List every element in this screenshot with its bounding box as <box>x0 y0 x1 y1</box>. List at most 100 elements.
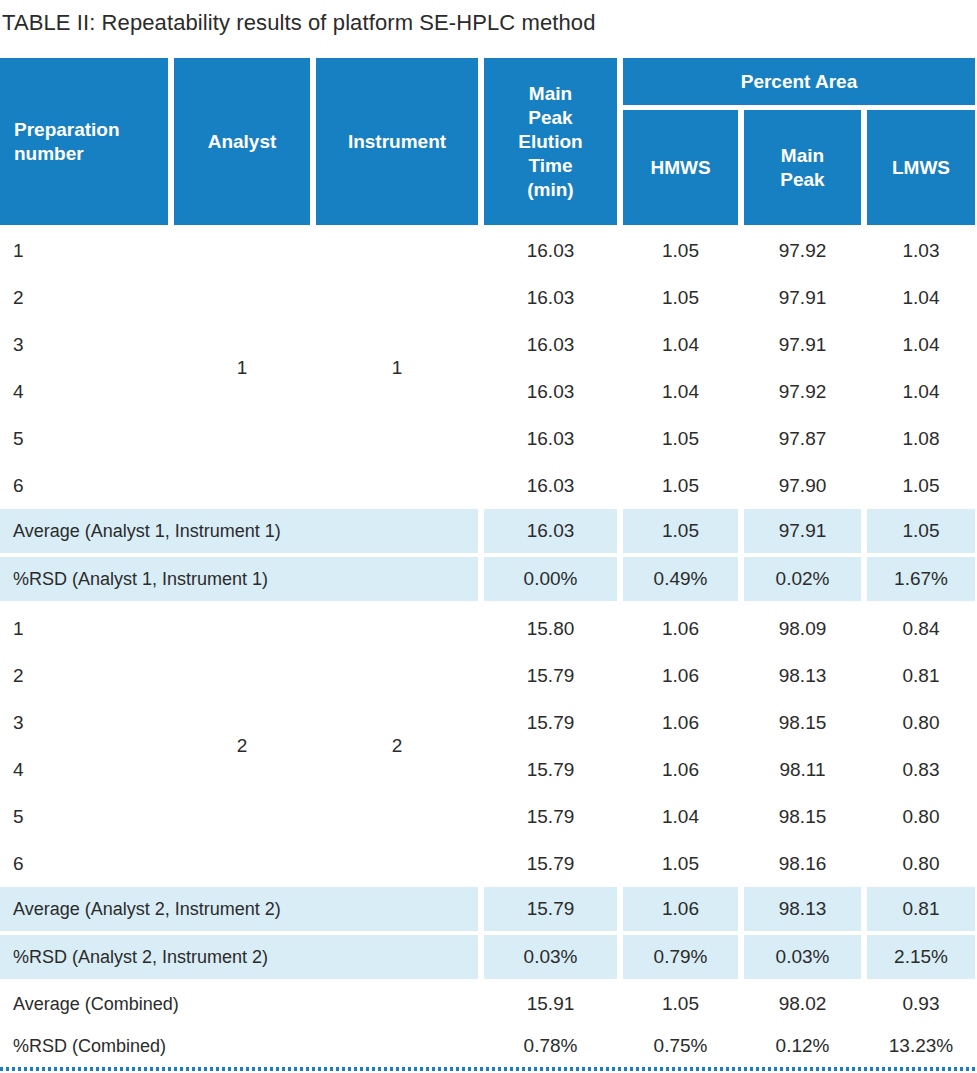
hmws-cell: 1.05 <box>623 415 738 462</box>
main_peak-cell: 97.87 <box>744 415 861 462</box>
table-title: TABLE II: Repeatability results of platf… <box>2 8 977 38</box>
main_peak-cell: 97.90 <box>744 462 861 509</box>
main_peak-cell: 0.12% <box>744 1025 861 1067</box>
header-percent-area: Percent Area <box>623 58 975 105</box>
repeatability-table: Preparation number Analyst Instrument Ma… <box>0 58 975 1067</box>
hmws-cell: 1.06 <box>623 746 738 793</box>
hmws-cell: 0.49% <box>623 557 738 601</box>
lmws-cell: 0.80 <box>867 793 975 840</box>
prep-number-cell: 5 <box>0 415 168 462</box>
table-bottom-dotted-rule <box>0 1067 975 1071</box>
elution-cell: 15.79 <box>484 652 617 699</box>
lmws-cell: 0.80 <box>867 699 975 746</box>
elution-cell: 16.03 <box>484 462 617 509</box>
prep-number-cell: 1 <box>0 227 168 274</box>
lmws-cell: 1.04 <box>867 368 975 415</box>
summary-row: Average (Analyst 2, Instrument 2)15.791.… <box>0 887 975 931</box>
hmws-cell: 1.06 <box>623 699 738 746</box>
main_peak-cell: 97.92 <box>744 368 861 415</box>
elution-cell: 0.03% <box>484 935 617 979</box>
lmws-cell: 2.15% <box>867 935 975 979</box>
prep-number-cell: 6 <box>0 840 168 887</box>
prep-number-cell: 4 <box>0 368 168 415</box>
summary-row: %RSD (Combined)0.78%0.75%0.12%13.23% <box>0 1025 975 1067</box>
main_peak-cell: 97.91 <box>744 321 861 368</box>
data-section-1: 116.031.0597.921.03216.031.0597.911.0431… <box>0 227 975 509</box>
main_peak-cell: 98.15 <box>744 793 861 840</box>
hmws-cell: 1.05 <box>623 274 738 321</box>
main_peak-cell: 98.09 <box>744 605 861 652</box>
main_peak-cell: 98.13 <box>744 887 861 931</box>
prep-number-cell: 3 <box>0 321 168 368</box>
hmws-cell: 1.05 <box>623 462 738 509</box>
elution-cell: 16.03 <box>484 415 617 462</box>
lmws-cell: 1.05 <box>867 509 975 553</box>
elution-cell: 16.03 <box>484 227 617 274</box>
main_peak-cell: 98.11 <box>744 746 861 793</box>
lmws-cell: 1.05 <box>867 462 975 509</box>
header-instrument: Instrument <box>316 58 478 225</box>
lmws-cell: 0.83 <box>867 746 975 793</box>
main_peak-cell: 97.92 <box>744 227 861 274</box>
data-section-2: 115.801.0698.090.84215.791.0698.130.8131… <box>0 605 975 887</box>
hmws-cell: 1.04 <box>623 368 738 415</box>
hmws-cell: 0.75% <box>623 1025 738 1067</box>
hmws-cell: 1.05 <box>623 840 738 887</box>
main_peak-cell: 97.91 <box>744 509 861 553</box>
hmws-cell: 1.05 <box>623 227 738 274</box>
lmws-cell: 0.84 <box>867 605 975 652</box>
elution-cell: 15.79 <box>484 746 617 793</box>
summary-row-label: Average (Combined) <box>0 983 478 1025</box>
summary-row-label: %RSD (Combined) <box>0 1025 478 1067</box>
summary-row: Average (Combined)15.911.0598.020.93 <box>0 983 975 1025</box>
lmws-cell: 0.81 <box>867 887 975 931</box>
lmws-cell: 13.23% <box>867 1025 975 1067</box>
table-header: Preparation number Analyst Instrument Ma… <box>0 58 975 225</box>
lmws-cell: 1.04 <box>867 321 975 368</box>
prep-number-cell: 4 <box>0 746 168 793</box>
instrument-span-cell: 1 <box>316 227 478 509</box>
header-main-peak-elution-time: Main Peak Elution Time (min) <box>484 58 617 225</box>
prep-number-cell: 6 <box>0 462 168 509</box>
page: TABLE II: Repeatability results of platf… <box>0 8 977 1071</box>
elution-cell: 16.03 <box>484 368 617 415</box>
prep-number-cell: 5 <box>0 793 168 840</box>
prep-number-cell: 2 <box>0 652 168 699</box>
elution-cell: 16.03 <box>484 321 617 368</box>
analyst-span-cell: 1 <box>174 227 310 509</box>
elution-cell: 0.78% <box>484 1025 617 1067</box>
hmws-cell: 1.06 <box>623 652 738 699</box>
lmws-cell: 0.80 <box>867 840 975 887</box>
elution-cell: 16.03 <box>484 509 617 553</box>
summary-row-label: Average (Analyst 2, Instrument 2) <box>0 887 478 931</box>
main_peak-cell: 98.13 <box>744 652 861 699</box>
header-main-peak: Main Peak <box>744 110 861 225</box>
summary-row: %RSD (Analyst 1, Instrument 1)0.00%0.49%… <box>0 557 975 601</box>
summary-row-label: Average (Analyst 1, Instrument 1) <box>0 509 478 553</box>
lmws-cell: 1.08 <box>867 415 975 462</box>
main_peak-cell: 98.16 <box>744 840 861 887</box>
elution-cell: 16.03 <box>484 274 617 321</box>
lmws-cell: 0.93 <box>867 983 975 1025</box>
summary-row-label: %RSD (Analyst 1, Instrument 1) <box>0 557 478 601</box>
hmws-cell: 1.06 <box>623 887 738 931</box>
summary-row: Average (Analyst 1, Instrument 1)16.03 1.… <box>0 509 975 553</box>
summary-row: %RSD (Analyst 2, Instrument 2)0.03%0.79%… <box>0 935 975 979</box>
main_peak-cell: 98.02 <box>744 983 861 1025</box>
hmws-cell: 1.06 <box>623 605 738 652</box>
header-preparation-number: Preparation number <box>0 58 168 225</box>
lmws-cell: 1.03 <box>867 227 975 274</box>
hmws-cell: 0.79% <box>623 935 738 979</box>
table-body: 116.031.0597.921.03216.031.0597.911.0431… <box>0 227 975 1067</box>
prep-number-cell: 3 <box>0 699 168 746</box>
elution-cell: 15.79 <box>484 793 617 840</box>
instrument-span-cell: 2 <box>316 605 478 887</box>
elution-cell: 0.00% <box>484 557 617 601</box>
elution-cell: 15.79 <box>484 840 617 887</box>
main_peak-cell: 98.15 <box>744 699 861 746</box>
main_peak-cell: 0.02% <box>744 557 861 601</box>
header-hmws: HMWS <box>623 110 738 225</box>
hmws-cell: 1.04 <box>623 793 738 840</box>
analyst-span-cell: 2 <box>174 605 310 887</box>
elution-cell: 15.91 <box>484 983 617 1025</box>
